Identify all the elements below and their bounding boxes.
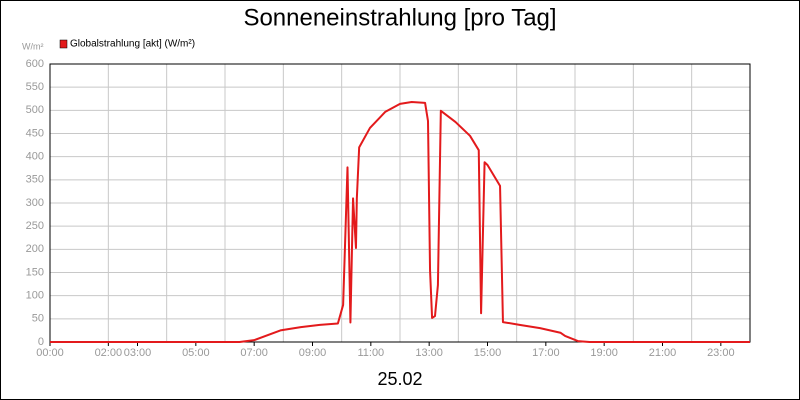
x-tick-label: 03:00 [124, 347, 152, 359]
y-tick-label: 400 [26, 151, 44, 163]
x-label: 25.02 [377, 369, 422, 389]
x-tick-label: 07:00 [240, 347, 268, 359]
x-tick-label: 13:00 [415, 347, 443, 359]
y-tick-label: 200 [26, 243, 44, 255]
y-tick-label: 600 [26, 58, 44, 70]
y-tick-label: 50 [32, 313, 44, 325]
x-tick-label: 15:00 [474, 347, 502, 359]
y-tick-label: 150 [26, 266, 44, 278]
legend-label: Globalstrahlung [akt] (W/m²) [70, 39, 195, 50]
x-tick-label: 21:00 [649, 347, 677, 359]
y-tick-label: 350 [26, 174, 44, 186]
y-unit: W/m² [22, 41, 44, 51]
plot-border [49, 63, 751, 343]
y-tick-label: 450 [26, 127, 44, 139]
x-tick-label: 23:00 [707, 347, 735, 359]
legend-swatch [59, 39, 68, 49]
y-tick-label: 100 [26, 290, 44, 302]
y-tick-label: 300 [26, 197, 44, 209]
x-tick-label: 05:00 [182, 347, 210, 359]
x-tick-label: 19:00 [590, 347, 618, 359]
x-tick-label: 00:00 [36, 347, 64, 359]
x-tick-label: 09:00 [299, 347, 327, 359]
x-tick-label: 17:00 [532, 347, 560, 359]
x-tick-label: 11:00 [357, 347, 384, 359]
data-line [50, 100, 750, 343]
x-tick-label: 02:00 [95, 347, 123, 359]
y-tick-label: 0 [38, 336, 44, 348]
y-tick-label: 250 [26, 220, 44, 232]
y-tick-label: 500 [26, 104, 44, 116]
chart-title: Sonneneinstrahlung [pro Tag] [243, 4, 556, 31]
y-tick-label: 550 [26, 81, 44, 93]
